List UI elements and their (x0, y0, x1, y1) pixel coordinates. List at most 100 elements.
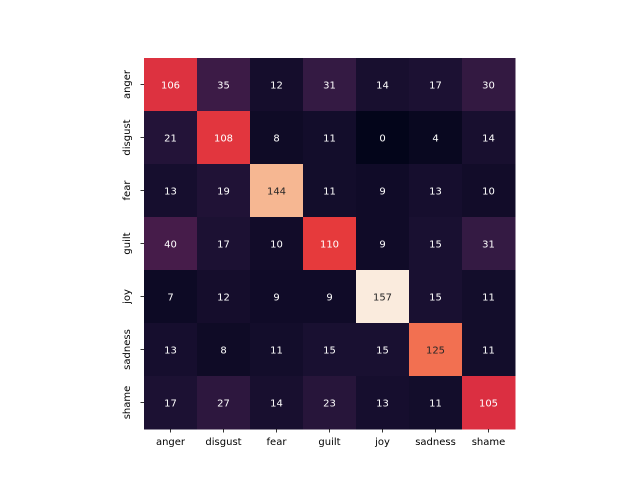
cell-shame-joy (356, 376, 410, 430)
cell-label-anger-guilt: 31 (323, 81, 336, 92)
cell-fear-joy (356, 164, 410, 218)
cell-joy-sadness (409, 270, 463, 324)
cell-shame-guilt (303, 376, 357, 430)
cell-label-joy-sadness: 15 (429, 293, 442, 304)
x-tick-label-shame: shame (472, 437, 506, 448)
cell-disgust-guilt (303, 111, 357, 165)
cell-anger-disgust (197, 58, 251, 112)
cell-guilt-joy (356, 217, 410, 271)
cell-shame-disgust (197, 376, 251, 430)
cell-fear-shame (462, 164, 516, 218)
cell-disgust-joy (356, 111, 410, 165)
cell-label-shame-disgust: 27 (217, 399, 230, 410)
cell-disgust-sadness (409, 111, 463, 165)
x-tick-label-disgust: disgust (205, 437, 241, 448)
cell-shame-sadness (409, 376, 463, 430)
cell-disgust-disgust (197, 111, 251, 165)
cell-anger-shame (462, 58, 516, 112)
cell-label-fear-joy: 9 (379, 187, 385, 198)
cell-joy-guilt (303, 270, 357, 324)
x-axis: anger disgust fear guilt joy sadness shame (156, 429, 505, 448)
cell-anger-sadness (409, 58, 463, 112)
cell-disgust-fear (250, 111, 304, 165)
x-tick-label-guilt: guilt (318, 437, 340, 448)
cell-anger-fear (250, 58, 304, 112)
cell-label-anger-joy: 14 (376, 81, 389, 92)
cell-shame-fear (250, 376, 304, 430)
cell-label-anger-anger: 106 (161, 81, 180, 92)
cell-label-sadness-disgust: 8 (220, 346, 226, 357)
cell-sadness-disgust (197, 323, 251, 377)
y-tick-label-sadness: sadness (122, 329, 133, 370)
cell-label-sadness-joy: 15 (376, 346, 389, 357)
cell-label-fear-guilt: 11 (323, 187, 336, 198)
cell-label-anger-shame: 30 (482, 81, 495, 92)
cell-label-shame-joy: 13 (376, 399, 389, 410)
cell-joy-shame (462, 270, 516, 324)
cell-shame-anger (144, 376, 198, 430)
cell-label-fear-shame: 10 (482, 187, 495, 198)
cell-label-guilt-guilt: 110 (320, 240, 339, 251)
cell-fear-guilt (303, 164, 357, 218)
y-tick-label-joy: joy (122, 289, 133, 305)
cell-label-joy-fear: 9 (273, 293, 279, 304)
cell-guilt-disgust (197, 217, 251, 271)
cell-label-sadness-anger: 13 (164, 346, 177, 357)
y-tick-label-shame: shame (122, 386, 133, 420)
cell-label-fear-anger: 13 (164, 187, 177, 198)
cell-guilt-shame (462, 217, 516, 271)
x-tick-label-joy: joy (374, 437, 390, 448)
cell-shame-shame (462, 376, 516, 430)
cell-label-shame-fear: 14 (270, 399, 283, 410)
y-axis: anger disgust fear guilt joy sadness shame (122, 69, 144, 419)
cell-joy-fear (250, 270, 304, 324)
cell-sadness-sadness (409, 323, 463, 377)
cell-label-fear-disgust: 19 (217, 187, 230, 198)
cell-label-guilt-anger: 40 (164, 240, 177, 251)
cell-label-anger-disgust: 35 (217, 81, 230, 92)
cell-label-shame-anger: 17 (164, 399, 177, 410)
cell-label-guilt-sadness: 15 (429, 240, 442, 251)
cell-label-anger-fear: 12 (270, 81, 283, 92)
cell-guilt-guilt (303, 217, 357, 271)
heatmap-cells (144, 58, 516, 430)
cell-label-disgust-sadness: 4 (432, 134, 438, 145)
y-tick-label-fear: fear (122, 180, 133, 201)
cell-sadness-fear (250, 323, 304, 377)
cell-label-joy-anger: 7 (167, 293, 173, 304)
cell-label-fear-fear: 144 (267, 187, 286, 198)
cell-label-sadness-guilt: 15 (323, 346, 336, 357)
cell-label-shame-guilt: 23 (323, 399, 336, 410)
x-tick-label-sadness: sadness (415, 437, 456, 448)
y-tick-label-disgust: disgust (122, 119, 133, 155)
cell-label-disgust-guilt: 11 (323, 134, 336, 145)
cell-label-disgust-shame: 14 (482, 134, 495, 145)
cell-sadness-joy (356, 323, 410, 377)
cell-label-guilt-fear: 10 (270, 240, 283, 251)
cell-joy-anger (144, 270, 198, 324)
cell-label-shame-sadness: 11 (429, 399, 442, 410)
cell-guilt-anger (144, 217, 198, 271)
y-tick-label-anger: anger (122, 69, 133, 99)
cell-guilt-fear (250, 217, 304, 271)
cell-sadness-guilt (303, 323, 357, 377)
cell-disgust-shame (462, 111, 516, 165)
cell-label-guilt-joy: 9 (379, 240, 385, 251)
cell-fear-fear (250, 164, 304, 218)
cell-label-disgust-anger: 21 (164, 134, 177, 145)
cell-sadness-shame (462, 323, 516, 377)
cell-anger-joy (356, 58, 410, 112)
cell-disgust-anger (144, 111, 198, 165)
y-tick-label-guilt: guilt (122, 232, 133, 254)
cell-fear-disgust (197, 164, 251, 218)
cell-label-disgust-joy: 0 (379, 134, 385, 145)
cell-fear-anger (144, 164, 198, 218)
cell-label-disgust-disgust: 108 (214, 134, 233, 145)
cell-label-guilt-shame: 31 (482, 240, 495, 251)
cell-guilt-sadness (409, 217, 463, 271)
cell-joy-disgust (197, 270, 251, 324)
cell-label-sadness-sadness: 125 (426, 346, 445, 357)
cell-label-shame-shame: 105 (479, 399, 498, 410)
